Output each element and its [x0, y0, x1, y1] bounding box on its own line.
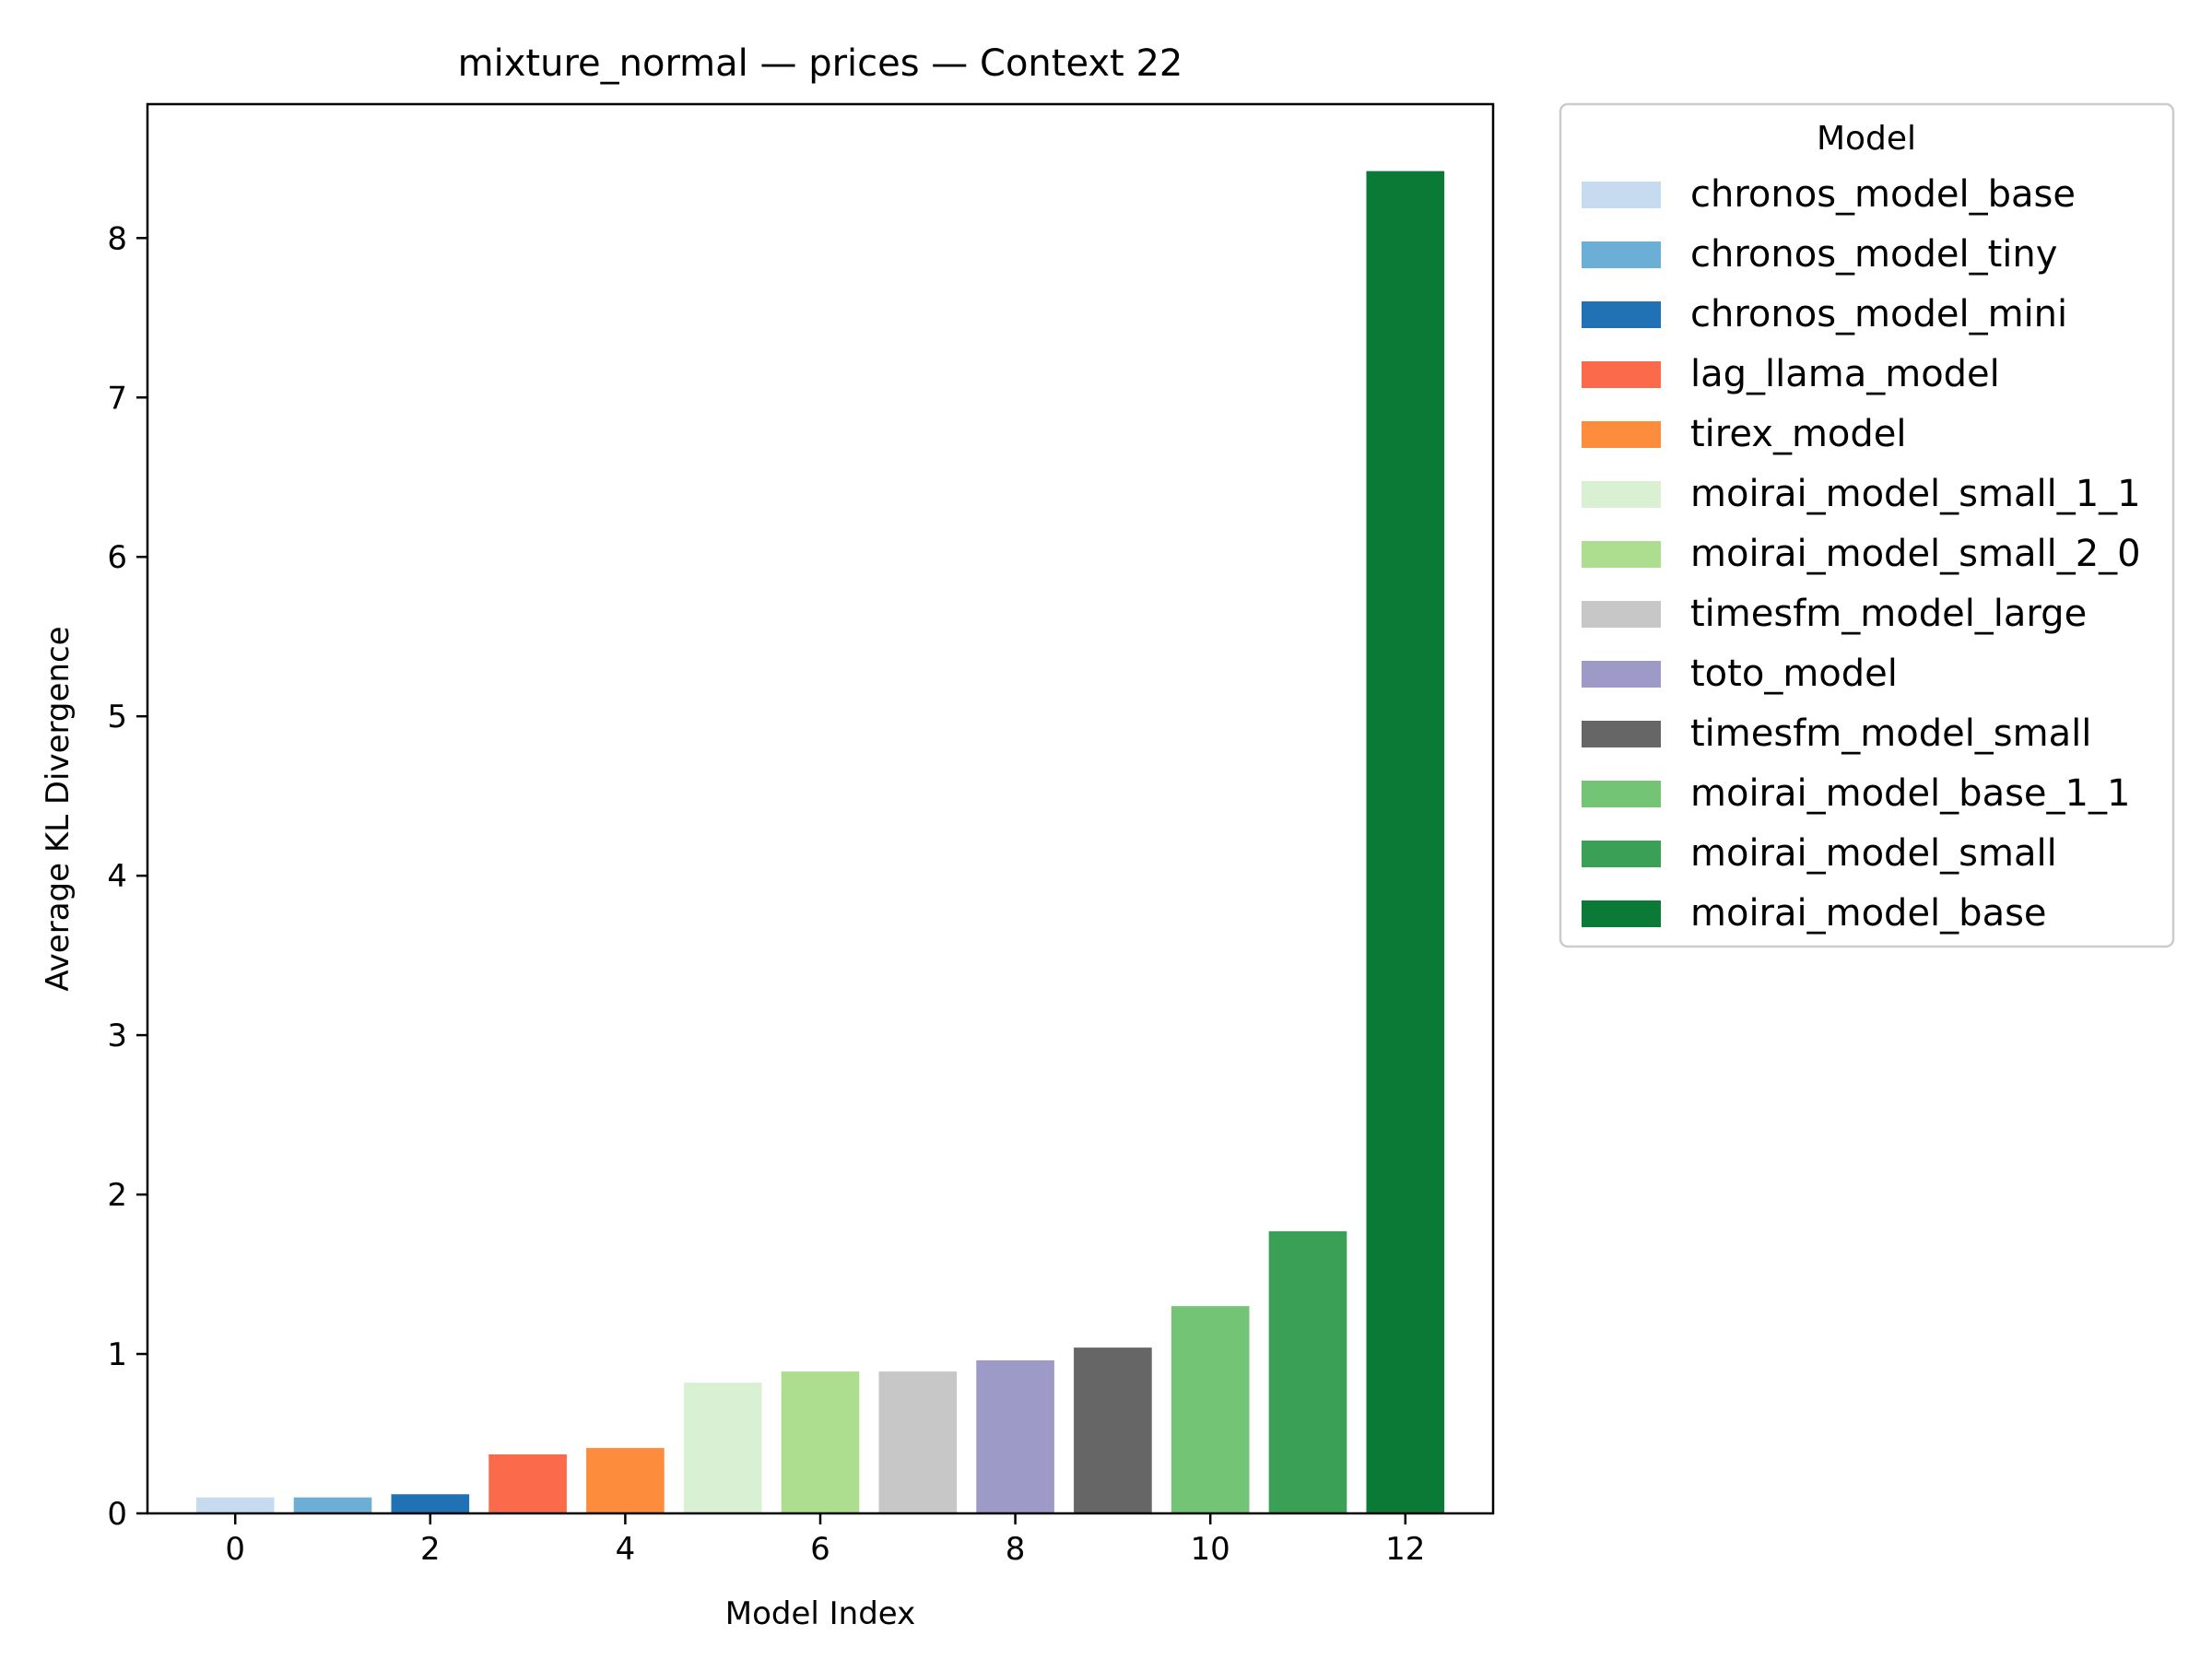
legend-swatch [1582, 361, 1661, 388]
y-axis-label: Average KL Divergence [40, 626, 76, 991]
y-tick-label: 6 [107, 539, 127, 576]
legend-entries: chronos_model_base chronos_model_tinychro… [1582, 173, 2141, 935]
legend-label: moirai_model_small [1690, 832, 2057, 875]
legend-swatch [1582, 541, 1661, 568]
bar-9 [1074, 1347, 1152, 1513]
legend-label: chronos_model_mini [1690, 293, 2067, 335]
y-tick-label: 0 [107, 1496, 127, 1533]
legend-swatch [1582, 241, 1661, 268]
legend-swatch [1582, 182, 1661, 208]
legend-swatch [1582, 781, 1661, 807]
bar-5 [683, 1382, 762, 1513]
x-tick-label: 8 [1006, 1531, 1026, 1568]
bar-12 [1366, 171, 1445, 1514]
legend-swatch [1582, 721, 1661, 747]
legend-label: tirex_model [1690, 413, 1907, 455]
x-tick-label: 12 [1385, 1531, 1425, 1568]
x-tick-label: 2 [420, 1531, 441, 1568]
plot-area [195, 171, 1445, 1514]
bar-7 [878, 1371, 958, 1513]
axes-frame [146, 102, 1495, 1515]
y-tick-label: 5 [107, 699, 127, 735]
bar-3 [488, 1454, 567, 1513]
bar-6 [781, 1371, 860, 1513]
legend-box [1559, 102, 2175, 948]
x-axis-label: Model Index [725, 1595, 916, 1632]
legend-swatch [1582, 481, 1661, 508]
bar-4 [586, 1448, 665, 1513]
legend-label: toto_model [1690, 653, 1898, 695]
legend-swatch [1582, 421, 1661, 448]
x-tick-label: 0 [225, 1531, 245, 1568]
chart-title: mixture_normal — prices — Context 22 [458, 42, 1183, 85]
y-tick-label: 4 [107, 858, 127, 895]
legend-swatch [1582, 841, 1661, 867]
legend-swatch [1582, 661, 1661, 688]
legend-label: lag_llama_model [1690, 353, 2000, 395]
y-tick-label: 2 [107, 1177, 127, 1214]
legend-label: moirai_model_base [1690, 892, 2047, 935]
legend-swatch [1582, 601, 1661, 628]
x-tick-label: 10 [1191, 1531, 1230, 1568]
legend-swatch [1582, 900, 1661, 927]
bar-2 [391, 1494, 470, 1513]
y-ticks: 0 1 2 3 4 5 6 7 8 [107, 220, 147, 1533]
y-tick-label: 8 [107, 220, 127, 257]
legend-label: timesfm_model_small [1690, 712, 2091, 755]
bar-10 [1171, 1306, 1250, 1513]
y-tick-label: 7 [107, 380, 127, 417]
x-tick-label: 4 [616, 1531, 636, 1568]
legend-label: chronos_model_base [1690, 173, 2076, 216]
x-tick-label: 6 [810, 1531, 830, 1568]
legend-label: moirai_model_base_1_1 [1690, 772, 2130, 815]
x-ticks: 0 2 4 6 8 10 12 [225, 1513, 1425, 1568]
legend-label: moirai_model_small_2_0 [1690, 533, 2141, 575]
legend: Model chronos_model_base chronos_model_ti… [1559, 102, 2175, 948]
y-tick-label: 3 [107, 1018, 127, 1054]
legend-label: moirai_model_small_1_1 [1690, 473, 2141, 515]
legend-label: timesfm_model_large [1690, 593, 2087, 635]
bar-0 [195, 1497, 275, 1513]
legend-title: Model [1817, 120, 1916, 158]
bar-11 [1268, 1230, 1347, 1513]
bar-8 [976, 1359, 1054, 1513]
y-tick-label: 1 [107, 1336, 127, 1373]
bar-1 [293, 1497, 372, 1513]
legend-swatch [1582, 301, 1661, 328]
legend-label: chronos_model_tiny [1690, 233, 2057, 276]
